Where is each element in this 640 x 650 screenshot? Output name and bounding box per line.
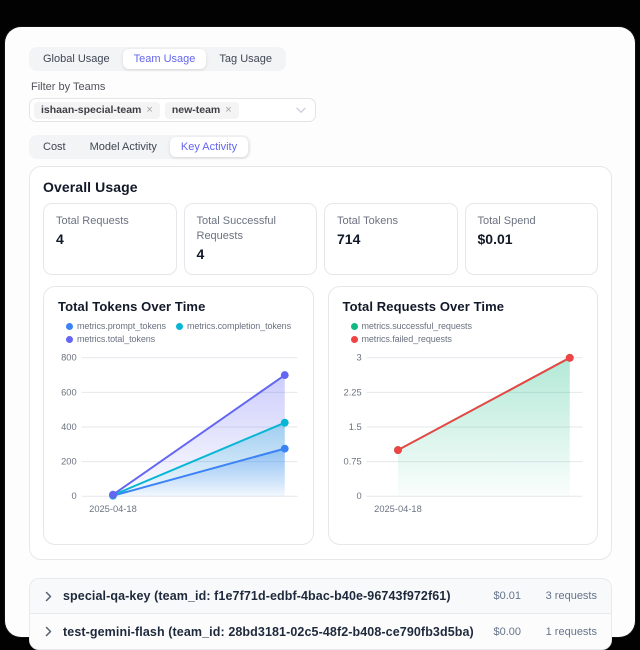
legend-item: metrics.failed_requests [350, 334, 452, 344]
usage-scope-tabs: Global Usage Team Usage Tag Usage [29, 47, 287, 71]
team-tag[interactable]: new-team × [164, 101, 239, 119]
svg-text:0: 0 [71, 491, 76, 501]
tab-key-activity[interactable]: Key Activity [169, 137, 249, 157]
key-spend: $0.00 [493, 625, 521, 638]
tab-team-usage[interactable]: Team Usage [122, 49, 207, 69]
team-tag[interactable]: ishaan-special-team × [34, 101, 160, 119]
key-row-test-gemini-flash[interactable]: test-gemini-flash (team_id: 28bd3181-02c… [30, 614, 611, 649]
stat-value: 4 [56, 230, 64, 247]
svg-text:2025-04-18: 2025-04-18 [89, 504, 137, 514]
legend-label: metrics.prompt_tokens [77, 321, 166, 331]
overall-usage-card: Overall Usage Total Requests 4 Total Suc… [29, 166, 612, 560]
remove-team-icon[interactable]: × [146, 104, 153, 116]
filter-by-teams-label: Filter by Teams [31, 81, 106, 93]
chevron-down-icon[interactable] [296, 107, 306, 114]
legend-dot-icon [66, 322, 73, 330]
legend-label: metrics.completion_tokens [186, 321, 291, 331]
legend-item: metrics.prompt_tokens [66, 321, 166, 331]
chevron-right-icon [44, 591, 53, 602]
svg-text:2.25: 2.25 [343, 387, 361, 397]
team-filter-select[interactable]: ishaan-special-team × new-team × [29, 98, 316, 122]
tokens-over-time-chart-card: Total Tokens Over Time metrics.prompt_to… [43, 286, 314, 545]
key-row-special-qa-key[interactable]: special-qa-key (team_id: f1e7f71d-edbf-4… [30, 579, 611, 614]
stat-value: 4 [196, 245, 205, 262]
key-request-count: 1 requests [545, 625, 597, 638]
remove-team-icon[interactable]: × [225, 104, 232, 116]
legend-dot-icon [66, 335, 73, 343]
dashboard-panel: Global Usage Team Usage Tag Usage Filter… [5, 27, 635, 650]
tab-cost[interactable]: Cost [43, 141, 66, 153]
chart-legend: metrics.successful_requests metrics.faile… [350, 321, 584, 344]
stat-label: Total Successful Requests [196, 215, 276, 242]
legend-dot-icon [175, 322, 183, 330]
key-spend: $0.01 [493, 590, 521, 602]
overall-usage-title: Overall Usage [43, 179, 138, 195]
team-tag-label: new-team [171, 104, 221, 116]
team-tag-label: ishaan-special-team [41, 104, 142, 116]
charts-grid: Total Tokens Over Time metrics.prompt_to… [43, 286, 598, 545]
legend-label: metrics.failed_requests [361, 334, 452, 344]
legend-item: metrics.completion_tokens [175, 321, 291, 331]
key-name: special-qa-key (team_id: f1e7f71d-edbf-4… [63, 589, 451, 603]
legend-label: metrics.successful_requests [361, 321, 472, 331]
svg-text:200: 200 [61, 457, 77, 467]
legend-label: metrics.total_tokens [77, 334, 156, 344]
tokens-line-chart: 0 200 400 600 800 2025-04-18 [61, 353, 298, 514]
svg-text:1.5: 1.5 [348, 422, 361, 432]
svg-text:3: 3 [356, 353, 361, 363]
svg-text:600: 600 [61, 387, 77, 397]
legend-item: metrics.total_tokens [66, 334, 155, 344]
stat-label: Total Tokens [337, 215, 398, 227]
stat-label: Total Spend [477, 215, 536, 227]
key-request-count: 3 requests [545, 590, 597, 602]
chart-title: Total Requests Over Time [342, 299, 505, 314]
chevron-right-icon [44, 626, 53, 637]
svg-text:800: 800 [61, 353, 77, 363]
key-name: test-gemini-flash (team_id: 28bd3181-02c… [63, 624, 474, 639]
stat-total-tokens: Total Tokens 714 [324, 203, 458, 275]
requests-over-time-chart-card: Total Requests Over Time metrics.success… [327, 286, 598, 545]
stat-total-successful-requests: Total Successful Requests 4 [183, 203, 317, 275]
svg-text:0.75: 0.75 [343, 457, 361, 467]
svg-text:400: 400 [61, 422, 77, 432]
tab-global-usage[interactable]: Global Usage [43, 53, 110, 65]
tab-tag-usage[interactable]: Tag Usage [219, 53, 273, 65]
legend-dot-icon [350, 335, 358, 343]
activity-tabs: Cost Model Activity Key Activity [29, 135, 252, 159]
legend-dot-icon [350, 322, 358, 330]
chart-title: Total Tokens Over Time [58, 299, 206, 314]
tab-model-activity[interactable]: Model Activity [89, 141, 157, 153]
svg-text:2025-04-18: 2025-04-18 [374, 504, 422, 514]
keys-panel: special-qa-key (team_id: f1e7f71d-edbf-4… [29, 578, 612, 650]
requests-line-chart: 0 0.75 1.5 2.25 3 2025-04-18 [343, 353, 583, 514]
stats-grid: Total Requests 4 Total Successful Reques… [43, 203, 598, 275]
svg-text:0: 0 [356, 491, 361, 501]
stat-label: Total Requests [56, 215, 129, 227]
legend-item: metrics.successful_requests [350, 321, 472, 331]
chart-legend: metrics.prompt_tokens metrics.completion_… [66, 321, 299, 344]
stat-value: $0.01 [477, 230, 513, 247]
stat-total-spend: Total Spend $0.01 [464, 203, 598, 275]
stat-value: 714 [337, 230, 361, 247]
stat-total-requests: Total Requests 4 [43, 203, 177, 275]
